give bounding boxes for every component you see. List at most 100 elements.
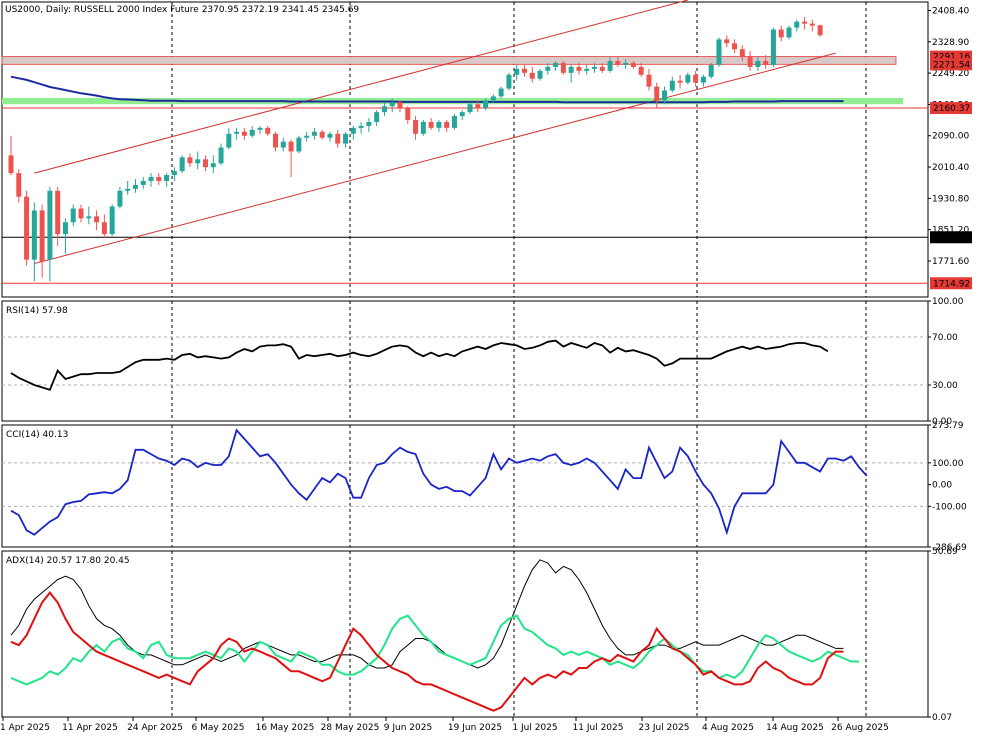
candle-body[interactable] [257,127,263,130]
candle-body[interactable] [576,66,582,71]
candle-body[interactable] [203,159,208,168]
candle-body[interactable] [86,216,92,219]
candle-body[interactable] [381,106,387,113]
candle-body[interactable] [195,159,201,164]
candle-body[interactable] [343,133,349,144]
candle-body[interactable] [459,112,465,117]
rsi-line[interactable] [10,339,829,391]
candle-body[interactable] [724,39,730,44]
candle-body[interactable] [747,57,753,67]
candle-body[interactable] [708,64,714,77]
candle-body[interactable] [171,171,177,176]
candle-body[interactable] [451,116,457,128]
candle-body[interactable] [584,68,590,71]
candle-body[interactable] [537,70,543,79]
candle-body[interactable] [187,157,193,164]
candle-body[interactable] [350,127,356,134]
candle-body[interactable] [700,76,706,83]
candle-body[interactable] [654,86,660,101]
candle-body[interactable] [677,80,683,83]
candle-body[interactable] [553,62,559,67]
candle-body[interactable] [521,68,527,73]
candle-body[interactable] [428,121,434,128]
cci-panel[interactable]: 273.79 100.00 0.00 -100.00 -286.69 CCI(14) 40… [1,421,967,553]
candle-body[interactable] [226,133,232,148]
candle-body[interactable] [397,102,403,109]
candle-body[interactable] [490,96,496,101]
candle-body[interactable] [319,131,325,138]
adx-panel[interactable]: 50.69 0.07 ADX(14) 20.57 17.80 20.45 [1,547,958,723]
candle-body[interactable] [94,216,100,223]
candle-body[interactable] [265,127,271,134]
candle-body[interactable] [475,104,481,109]
candle-body[interactable] [273,133,279,148]
candle-body[interactable] [140,180,146,185]
cci-line[interactable] [10,428,868,536]
candle-body[interactable] [8,155,14,174]
candle-body[interactable] [498,88,504,97]
candle-body[interactable] [117,190,123,207]
candle-body[interactable] [335,133,341,144]
candle-body[interactable] [132,184,138,189]
candle-body[interactable] [646,74,652,87]
candle-body[interactable] [413,120,419,134]
candle-body[interactable] [366,121,372,126]
candle-body[interactable] [436,121,442,128]
candle-body[interactable] [755,61,761,67]
candle-body[interactable] [732,43,738,50]
rsi-panel[interactable]: 100.00 70.00 30.00 0.00 RSI(14) 57.98 [1,297,964,427]
candle-body[interactable] [280,141,286,148]
channel-upper-line[interactable] [34,0,688,174]
candle-body[interactable] [607,61,613,71]
candle-body[interactable] [467,104,473,113]
candle-body[interactable] [685,74,691,83]
candle-body[interactable] [358,125,364,128]
candle-body[interactable] [514,68,520,75]
candle-body[interactable] [778,29,784,38]
candle-body[interactable] [179,157,185,172]
candle-body[interactable] [55,190,61,235]
candle-body[interactable] [389,102,395,107]
candle-body[interactable] [809,23,815,26]
candle-body[interactable] [693,74,699,83]
candle-body[interactable] [164,175,170,181]
price-panel[interactable]: 2408.402328.902249.202169.502090.002010.… [1,0,972,298]
candle-body[interactable] [70,208,76,223]
candle-body[interactable] [739,49,745,58]
adx-main-line[interactable] [10,559,844,669]
candle-body[interactable] [615,61,621,65]
candle-body[interactable] [327,133,333,138]
moving-average-line[interactable] [10,75,844,104]
candle-body[interactable] [24,196,30,260]
candle-body[interactable] [109,206,115,235]
candle-body[interactable] [506,74,512,89]
candle-body[interactable] [669,80,675,91]
candle-body[interactable] [249,129,255,136]
candle-body[interactable] [662,90,668,101]
candle-body[interactable] [483,100,489,109]
candle-body[interactable] [444,121,450,128]
candle-body[interactable] [529,72,535,79]
candle-body[interactable] [296,137,302,152]
candle-body[interactable] [630,62,636,67]
candle-body[interactable] [311,131,317,136]
candle-body[interactable] [770,29,776,65]
candle-body[interactable] [78,208,84,219]
candle-body[interactable] [545,66,551,71]
candle-body[interactable] [156,177,162,181]
candle-body[interactable] [234,131,240,134]
candle-body[interactable] [786,27,792,38]
candle-body[interactable] [31,210,37,260]
candle-body[interactable] [218,147,224,164]
candle-body[interactable] [374,112,380,122]
candle-body[interactable] [288,141,294,152]
candle-body[interactable] [39,210,45,262]
candle-body[interactable] [599,66,605,71]
candle-body[interactable] [794,21,800,28]
candle-body[interactable] [241,131,247,136]
candle-body[interactable] [16,173,22,197]
candle-body[interactable] [817,25,823,36]
candle-body[interactable] [592,66,597,69]
candle-body[interactable] [405,108,411,120]
